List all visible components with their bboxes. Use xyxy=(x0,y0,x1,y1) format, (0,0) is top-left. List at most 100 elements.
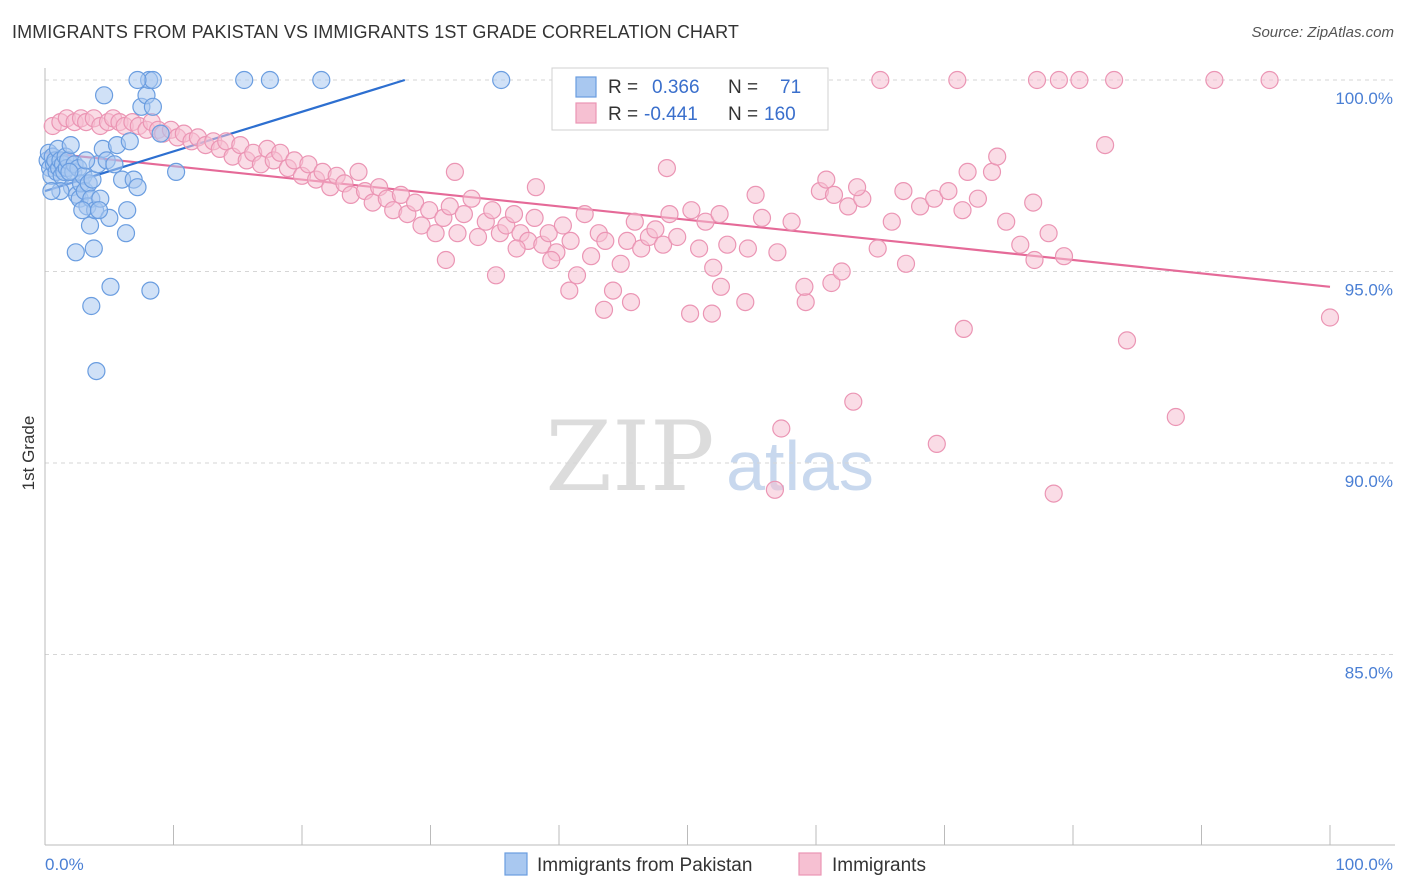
point-immigrants xyxy=(718,235,737,254)
point-immigrants xyxy=(625,212,644,231)
point-immigrants xyxy=(420,201,439,220)
point-immigrants xyxy=(596,231,615,250)
bottom-legend-label-immigrants: Immigrants xyxy=(832,855,926,876)
point-immigrants xyxy=(871,70,890,90)
point-immigrants xyxy=(1011,235,1030,254)
point-immigrants xyxy=(526,178,546,197)
point-immigrants xyxy=(927,434,946,453)
point-pakistan xyxy=(167,162,186,181)
point-pakistan xyxy=(60,162,79,181)
bottom-legend: Immigrants from Pakistan Immigrants xyxy=(504,852,926,876)
point-immigrants xyxy=(953,201,972,220)
point-immigrants xyxy=(468,227,488,247)
point-immigrants xyxy=(653,235,673,254)
point-immigrants xyxy=(603,281,623,300)
x-tick-label: 0.0% xyxy=(45,855,84,874)
point-pakistan xyxy=(151,124,170,143)
point-pakistan xyxy=(66,243,85,262)
point-immigrants xyxy=(1117,331,1137,350)
point-immigrants xyxy=(594,300,614,319)
point-immigrants xyxy=(736,293,755,312)
point-immigrants xyxy=(406,193,425,212)
y-tick-label: 90.0% xyxy=(1345,472,1393,491)
point-immigrants xyxy=(621,293,641,312)
y-tick-label: 95.0% xyxy=(1345,281,1393,300)
point-immigrants xyxy=(954,319,973,338)
point-pakistan xyxy=(312,70,331,90)
legend-r-value-1: 0.366 xyxy=(652,77,700,98)
point-immigrants xyxy=(988,147,1007,166)
point-immigrants xyxy=(660,205,679,224)
legend-swatch-immigrants xyxy=(575,102,597,124)
point-immigrants xyxy=(925,189,944,208)
point-immigrants xyxy=(910,197,930,216)
point-immigrants xyxy=(958,162,977,181)
point-immigrants xyxy=(772,419,791,438)
point-immigrants xyxy=(997,212,1016,231)
point-pakistan xyxy=(492,70,511,90)
point-immigrants xyxy=(824,185,844,204)
point-immigrants xyxy=(896,254,916,273)
point-immigrants xyxy=(1260,70,1279,90)
point-immigrants xyxy=(412,216,431,235)
point-pakistan xyxy=(42,182,61,201)
point-immigrants xyxy=(738,239,758,258)
point-immigrants xyxy=(299,155,318,174)
point-immigrants xyxy=(710,205,729,224)
point-immigrants xyxy=(1049,70,1069,90)
bottom-legend-swatch-pakistan xyxy=(504,852,528,876)
point-immigrants xyxy=(1166,407,1185,427)
point-pakistan xyxy=(141,281,160,300)
bottom-legend-label-pakistan: Immigrants from Pakistan xyxy=(537,855,752,876)
point-pakistan xyxy=(105,155,124,174)
point-pakistan xyxy=(94,86,114,105)
point-immigrants xyxy=(668,227,687,247)
trend-line-immigrants xyxy=(44,151,1331,288)
point-immigrants xyxy=(752,208,772,227)
point-immigrants xyxy=(1044,484,1063,503)
y-tick-label: 100.0% xyxy=(1335,89,1393,108)
point-immigrants xyxy=(711,277,731,296)
point-pakistan xyxy=(235,70,254,90)
legend-n-label-1: N = xyxy=(728,77,758,98)
point-pakistan xyxy=(101,277,120,296)
point-immigrants xyxy=(817,170,836,189)
point-pakistan xyxy=(89,201,109,220)
point-immigrants xyxy=(1095,136,1115,155)
point-immigrants xyxy=(948,70,967,90)
point-pakistan xyxy=(120,132,139,151)
point-pakistan xyxy=(128,178,147,197)
point-immigrants xyxy=(1104,70,1124,90)
watermark-zip: ZIP xyxy=(545,401,714,513)
legend-n-label-2: N = xyxy=(728,104,758,125)
point-pakistan xyxy=(83,170,102,189)
point-immigrants xyxy=(822,273,841,293)
point-pakistan xyxy=(116,224,136,243)
point-immigrants xyxy=(1320,308,1340,327)
point-immigrants xyxy=(868,239,887,258)
point-immigrants xyxy=(704,258,723,277)
point-immigrants xyxy=(271,143,290,162)
point-immigrants xyxy=(436,250,455,270)
point-immigrants xyxy=(795,277,814,296)
x-tick-label: 100.0% xyxy=(1335,855,1393,874)
point-pakistan xyxy=(143,97,162,116)
point-immigrants xyxy=(426,224,445,243)
point-immigrants xyxy=(765,480,785,499)
point-immigrants xyxy=(539,224,558,243)
point-immigrants xyxy=(768,243,787,262)
point-immigrants xyxy=(504,205,524,224)
point-pakistan xyxy=(143,70,162,90)
point-immigrants xyxy=(440,197,459,216)
point-immigrants xyxy=(575,205,594,224)
point-immigrants xyxy=(680,304,700,323)
point-pakistan xyxy=(82,296,101,316)
point-immigrants xyxy=(561,231,580,250)
point-immigrants xyxy=(525,208,544,227)
point-pakistan xyxy=(73,201,92,220)
point-immigrants xyxy=(844,392,863,411)
point-immigrants xyxy=(847,178,867,197)
legend-r-value-2: -0.441 xyxy=(644,104,698,125)
y-axis-title: 1st Grade xyxy=(19,416,38,491)
legend-r-label-2: R = xyxy=(608,104,638,125)
